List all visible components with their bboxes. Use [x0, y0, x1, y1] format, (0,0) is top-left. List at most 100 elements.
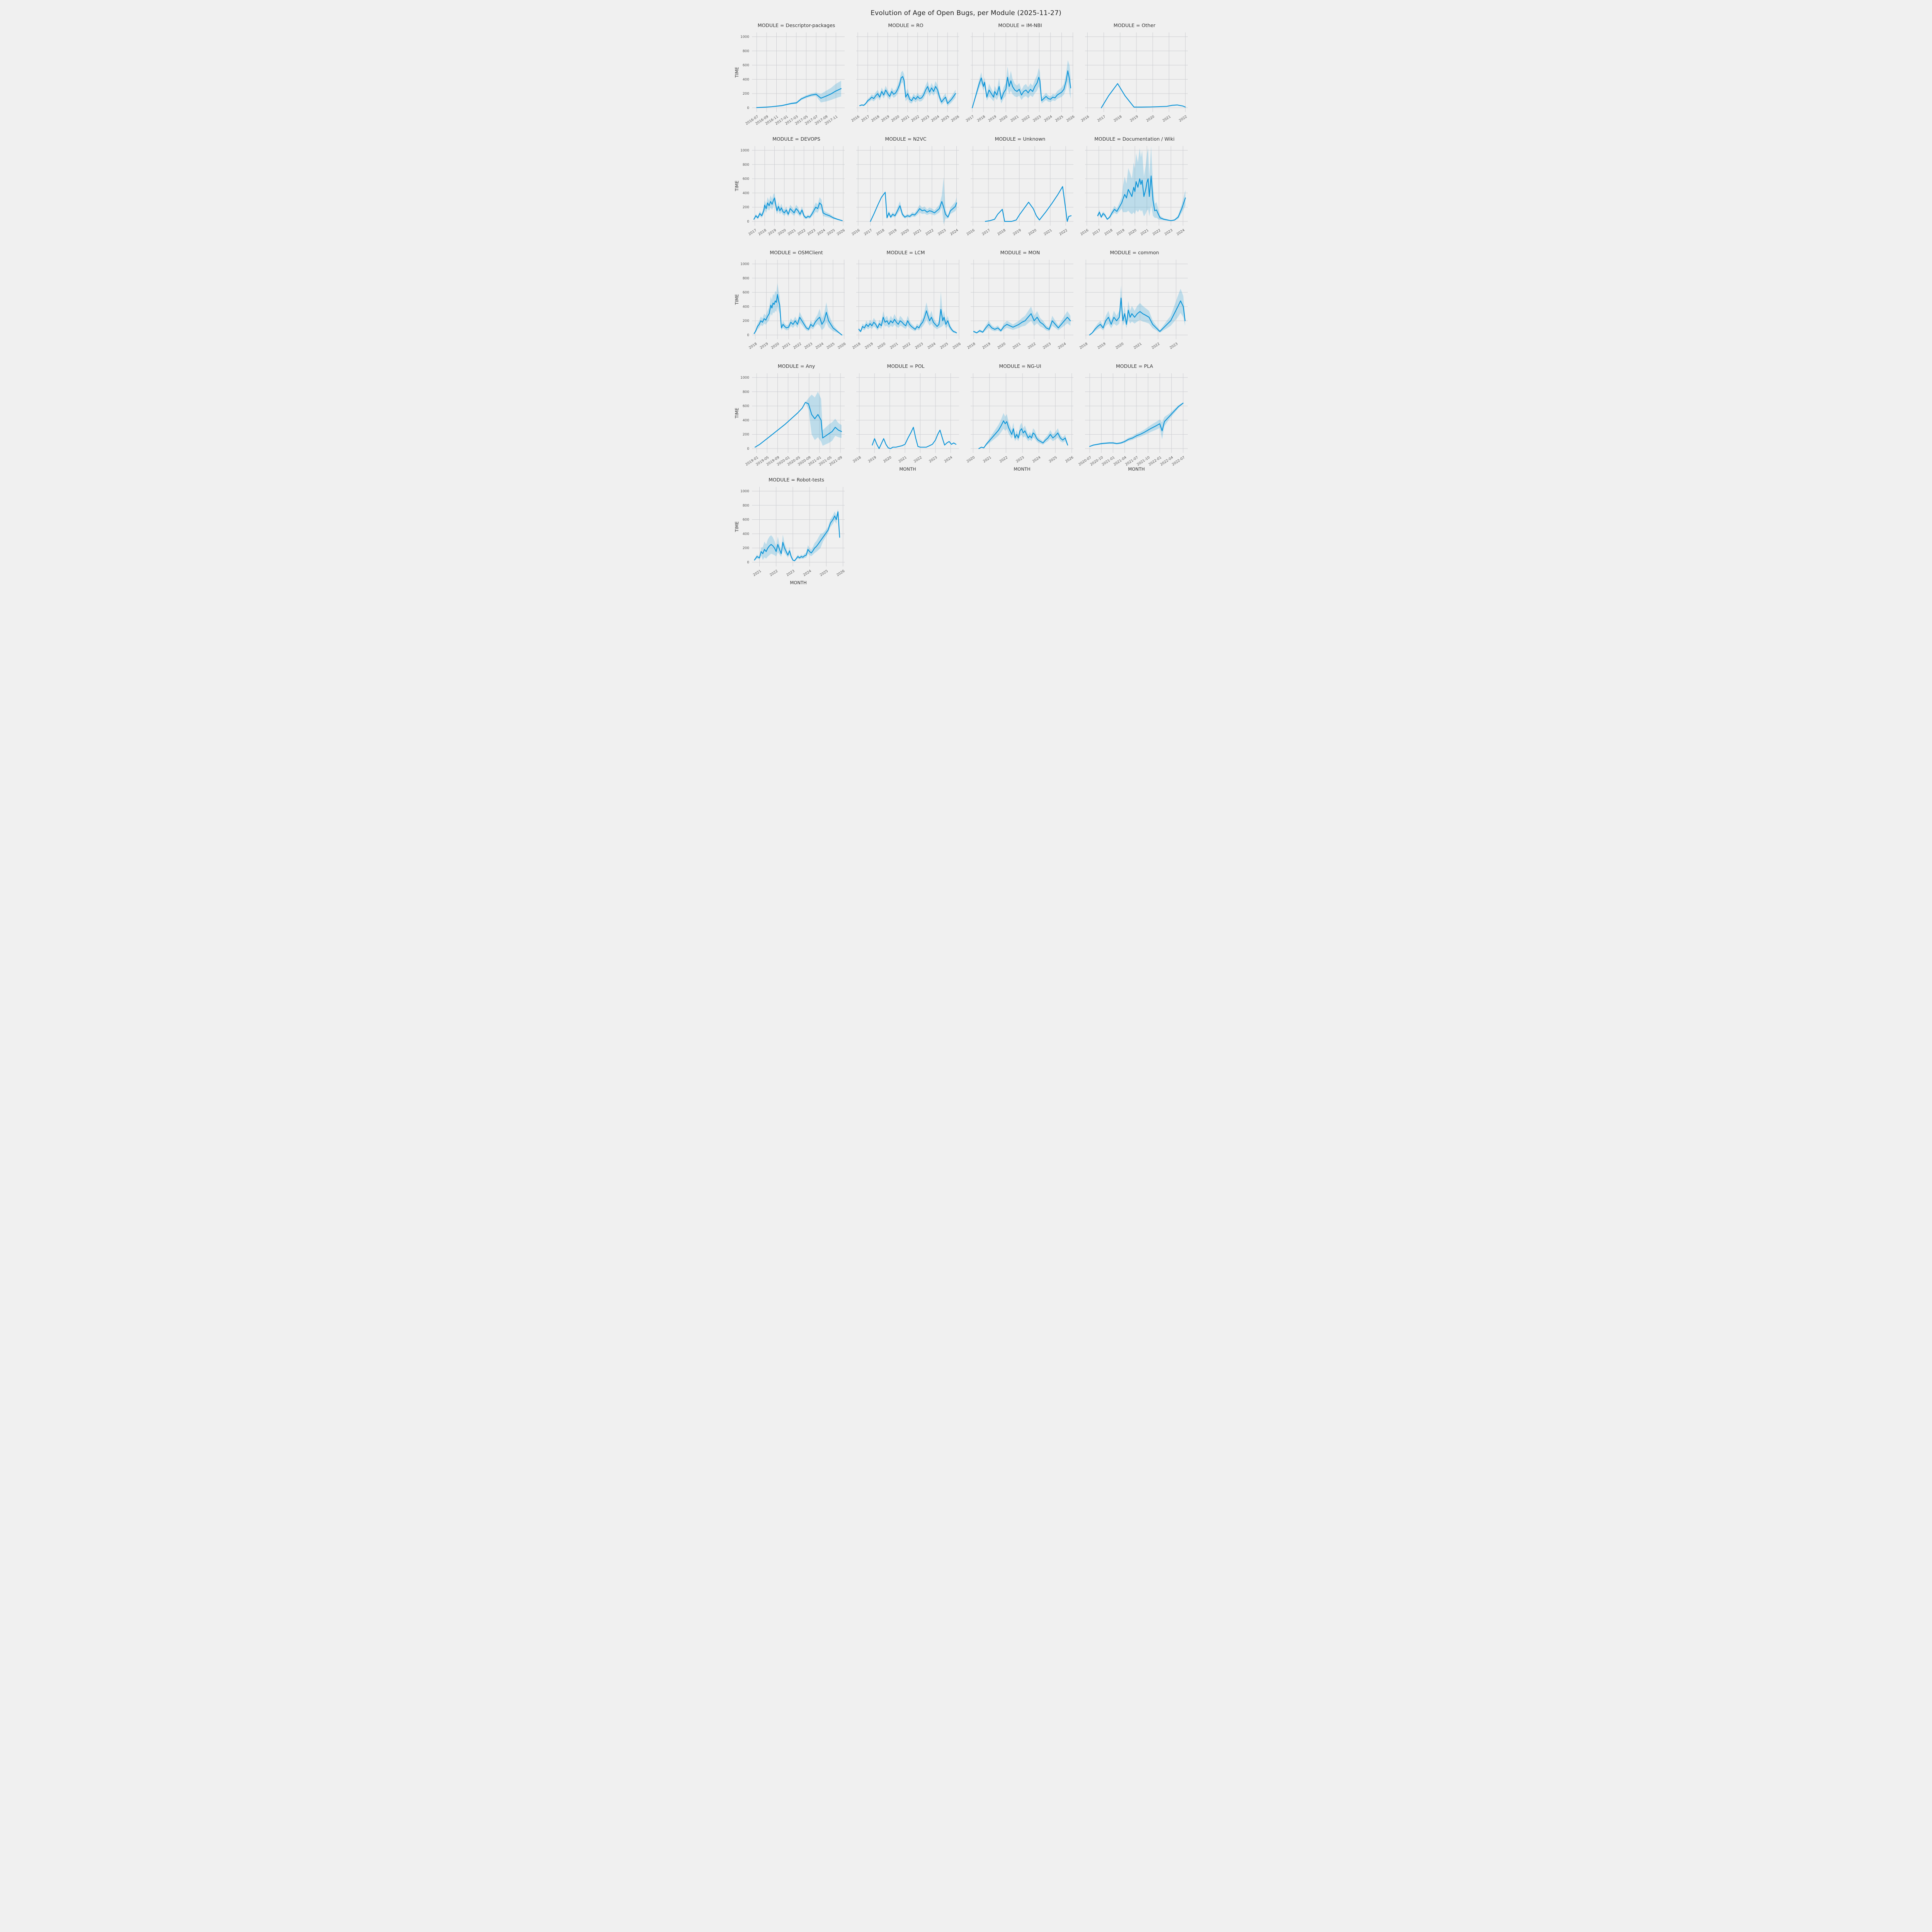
- svg-text:1000: 1000: [740, 35, 749, 39]
- chart-title: MODULE = RO: [888, 22, 923, 28]
- confidence-band: [757, 81, 841, 108]
- trend-line: [1089, 403, 1184, 447]
- chart-title: MODULE = POL: [887, 363, 925, 369]
- svg-text:0: 0: [747, 447, 749, 451]
- chart-facet: MODULE = common 2018 2019 2020 2021 2022 2023: [1077, 249, 1192, 360]
- confidence-band: [754, 509, 840, 561]
- x-tick-labels: 2018 2019 2020 2021 2022 2023: [1079, 342, 1179, 350]
- svg-text:200: 200: [743, 546, 749, 550]
- confidence-band: [979, 413, 1068, 449]
- svg-text:2020: 2020: [777, 228, 787, 236]
- svg-text:2020: 2020: [877, 342, 886, 350]
- svg-text:2024: 2024: [815, 342, 825, 350]
- x-tick-labels: 2017 2018 2019 2020 2021 2022 2023 2024 2025 2026: [748, 228, 846, 236]
- x-tick-labels: 2016-072016-092016-112017-012017-032017-…: [745, 115, 838, 126]
- svg-text:800: 800: [743, 390, 749, 394]
- svg-text:600: 600: [743, 291, 749, 295]
- svg-text:2024: 2024: [1032, 456, 1042, 464]
- svg-text:2019: 2019: [1129, 115, 1139, 123]
- svg-text:2022-07: 2022-07: [1172, 456, 1186, 467]
- x-tick-labels: 2016 2017 2018 2019 2020 2021 2022 2023 2024: [1080, 228, 1186, 236]
- svg-text:2022: 2022: [902, 342, 912, 350]
- chart-title: MODULE = Any: [777, 363, 815, 369]
- svg-text:2021: 2021: [913, 228, 922, 236]
- chart-title: MODULE = LCM: [886, 250, 925, 255]
- svg-text:1000: 1000: [740, 149, 749, 153]
- grid-lines: [971, 260, 1073, 339]
- chart-canvas: 2016 2017 2018 2019 2020 2021 2022 2023 2024 2025…: [851, 32, 960, 123]
- svg-text:600: 600: [743, 405, 749, 408]
- svg-text:2022: 2022: [1151, 342, 1161, 350]
- svg-text:2020: 2020: [1115, 342, 1125, 350]
- y-tick-labels: 0 200 400 600 800 1000: [740, 490, 749, 565]
- svg-text:2024: 2024: [930, 115, 940, 123]
- x-tick-labels: 2017 2018 2019 2020 2021 2022 2023 2024 2025 2026: [965, 115, 1075, 123]
- chart-canvas: 2020-072020-102021-012021-042021-072021-…: [1078, 373, 1188, 472]
- grid-lines: [971, 146, 1073, 226]
- svg-text:2022: 2022: [1059, 228, 1068, 236]
- chart-facet: MODULE = LCM 2018 2019 2020 2021 2022 2023 2024…: [849, 249, 963, 360]
- svg-text:2025: 2025: [819, 569, 829, 577]
- trend-line: [972, 70, 1071, 109]
- y-axis-label: TIME: [734, 180, 740, 192]
- chart-facet: MODULE = Robot-tests 2021 2022 2023 2024 2025…: [734, 476, 849, 587]
- svg-text:2024: 2024: [1176, 228, 1186, 236]
- page-title: Evolution of Age of Open Bugs, per Modul…: [871, 9, 1061, 17]
- svg-text:2021-07: 2021-07: [1125, 456, 1139, 467]
- svg-text:2025: 2025: [826, 342, 836, 350]
- svg-text:0: 0: [747, 220, 749, 224]
- svg-text:2018: 2018: [1104, 228, 1114, 236]
- chart-canvas: 2018 2019 2020 2021 2022 2023 2024 MONTH: [852, 373, 959, 472]
- svg-text:2024: 2024: [950, 228, 959, 236]
- trend-line: [1101, 83, 1186, 109]
- chart-facet: MODULE = RO 2016 2017 2018 2019 2020 2021 2022 2…: [849, 22, 963, 133]
- y-tick-labels: 0 200 400 600 800 1000: [740, 262, 749, 337]
- svg-text:2021: 2021: [752, 569, 762, 577]
- trend-line: [753, 294, 842, 336]
- svg-text:2022: 2022: [769, 569, 779, 577]
- chart-facet: MODULE = NG-UI 2020 2021 2022 2023 2024 2025 20…: [963, 362, 1077, 474]
- svg-text:200: 200: [743, 319, 749, 323]
- trend-line: [756, 88, 842, 108]
- svg-text:2018: 2018: [976, 115, 986, 123]
- chart-canvas: 2017 2018 2019 2020 2021 2022 2023 2024 2025 2026: [965, 32, 1075, 123]
- x-tick-labels: 2016 2017 2018 2019 2020 2021 2022: [1080, 115, 1188, 123]
- confidence-band: [754, 194, 842, 221]
- svg-text:2024: 2024: [1044, 115, 1053, 123]
- svg-text:2019: 2019: [867, 456, 877, 464]
- chart-facet: MODULE = Descriptor-packages 2016-07 2016-…: [734, 22, 849, 133]
- svg-text:2021: 2021: [983, 456, 992, 464]
- svg-text:2023: 2023: [1042, 342, 1052, 350]
- chart-facet: MODULE = OSMClient 2018 2019 2020 2021 2022 20…: [734, 249, 849, 360]
- svg-text:2026: 2026: [836, 228, 846, 236]
- chart-title: MODULE = Descriptor-packages: [757, 22, 835, 28]
- svg-text:2020: 2020: [1028, 228, 1037, 236]
- svg-text:2022: 2022: [1021, 115, 1031, 123]
- svg-text:2017: 2017: [1097, 115, 1107, 123]
- svg-text:2018: 2018: [967, 342, 976, 350]
- confidence-band: [973, 306, 1071, 334]
- x-tick-labels: 2018 2019 2020 2021 2022 2023 2024 2025 2026: [852, 342, 961, 350]
- chart-facet: MODULE = MON 2018 2019 2020 2021 2022 2023 2024: [963, 249, 1077, 360]
- svg-text:2026: 2026: [1065, 456, 1075, 464]
- trend-line: [985, 186, 1072, 222]
- svg-text:2023: 2023: [1164, 228, 1173, 236]
- y-axis-label: TIME: [734, 408, 740, 419]
- svg-text:600: 600: [743, 518, 749, 522]
- chart-canvas: 2018 2019 2020 2021 2022 2023 2024 2025 2026: [852, 260, 962, 350]
- confidence-band: [754, 283, 842, 335]
- trend-line: [859, 76, 956, 106]
- svg-text:2025: 2025: [1055, 115, 1065, 123]
- svg-text:2021: 2021: [901, 115, 910, 123]
- trend-line: [872, 427, 957, 449]
- trend-line: [870, 192, 957, 222]
- trend-line: [753, 197, 843, 221]
- chart-canvas: 2016 2017 2018 2019 2020 2021 2022: [966, 146, 1073, 236]
- trend-line: [754, 511, 840, 561]
- svg-text:2017: 2017: [965, 115, 975, 123]
- svg-text:2022: 2022: [1152, 228, 1162, 236]
- x-axis-label: MONTH: [1014, 466, 1030, 472]
- svg-text:2018: 2018: [997, 228, 1007, 236]
- svg-text:0: 0: [747, 333, 749, 337]
- x-axis-label: MONTH: [899, 466, 916, 472]
